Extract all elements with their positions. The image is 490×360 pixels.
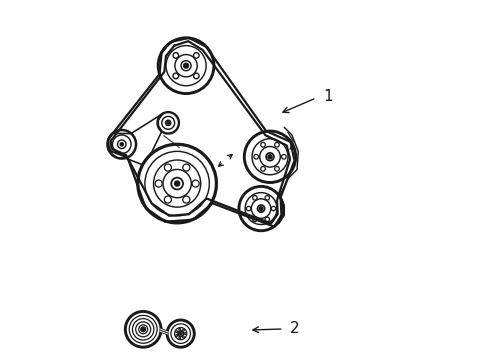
Circle shape — [142, 328, 144, 330]
Circle shape — [180, 333, 181, 334]
Circle shape — [260, 207, 263, 210]
Circle shape — [184, 63, 188, 68]
Circle shape — [121, 143, 123, 146]
Text: 2: 2 — [290, 321, 299, 336]
Text: 1: 1 — [323, 89, 333, 104]
Circle shape — [175, 181, 179, 186]
Circle shape — [167, 122, 169, 124]
Circle shape — [268, 155, 272, 159]
